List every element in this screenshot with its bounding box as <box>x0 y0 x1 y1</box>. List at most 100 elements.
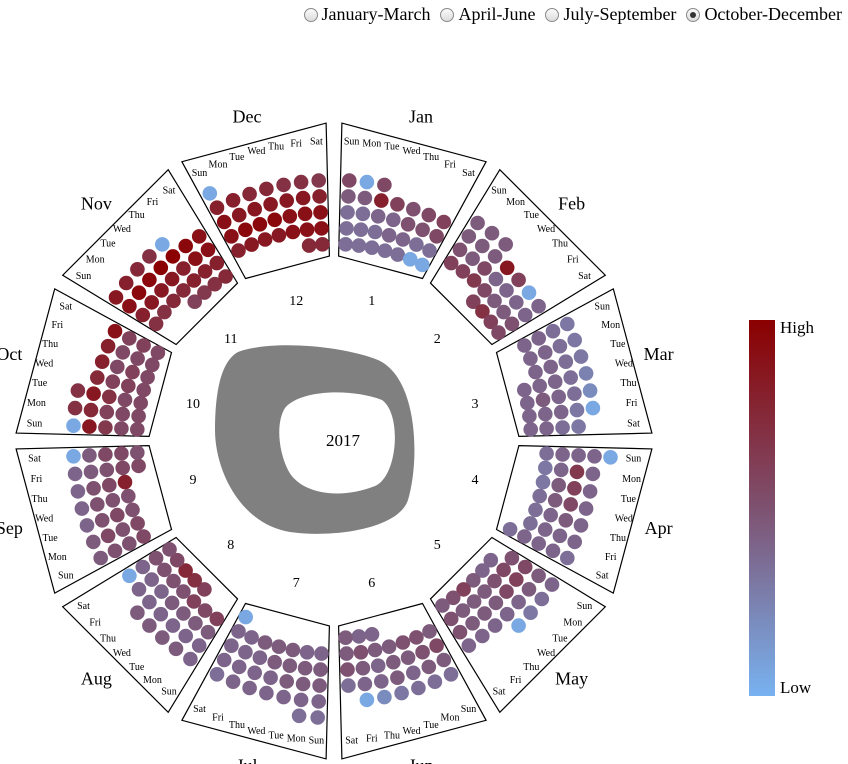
day-cell-feb-20[interactable] <box>475 238 490 254</box>
day-cell-mar-1[interactable] <box>517 382 532 398</box>
option-apr-jun[interactable]: April-June <box>440 4 535 25</box>
day-cell-oct-26[interactable] <box>94 354 110 370</box>
day-cell-aug-26[interactable] <box>122 568 137 584</box>
day-cell-apr-19[interactable] <box>563 497 578 512</box>
day-cell-sep-23[interactable] <box>82 448 97 463</box>
day-cell-aug-16[interactable] <box>164 595 180 611</box>
day-cell-jun-16[interactable] <box>355 660 371 676</box>
day-cell-may-31[interactable] <box>511 618 526 633</box>
day-cell-dec-1[interactable] <box>301 238 317 253</box>
day-cell-nov-20[interactable] <box>131 285 147 301</box>
day-cell-dec-20[interactable] <box>263 197 278 212</box>
day-cell-dec-21[interactable] <box>279 193 295 208</box>
day-cell-jul-15[interactable] <box>224 638 239 653</box>
day-cell-jul-26[interactable] <box>259 685 274 701</box>
day-cell-oct-1[interactable] <box>130 422 145 437</box>
day-cell-oct-6[interactable] <box>145 357 160 373</box>
day-cell-may-16[interactable] <box>499 584 514 599</box>
day-cell-may-11[interactable] <box>466 594 482 609</box>
day-cell-dec-25[interactable] <box>225 193 241 208</box>
day-cell-apr-12[interactable] <box>547 493 563 508</box>
day-cell-oct-16[interactable] <box>99 404 115 420</box>
day-cell-nov-12[interactable] <box>135 307 151 323</box>
day-cell-jul-27[interactable] <box>242 680 257 696</box>
day-cell-jul-4[interactable] <box>285 642 301 658</box>
day-cell-dec-2[interactable] <box>315 237 330 252</box>
day-cell-may-21[interactable] <box>531 568 546 584</box>
day-cell-nov-3[interactable] <box>207 276 223 292</box>
day-cell-nov-24[interactable] <box>178 238 193 254</box>
day-cell-may-5[interactable] <box>445 590 461 606</box>
day-cell-sep-19[interactable] <box>94 513 110 528</box>
day-cell-sep-12[interactable] <box>110 507 125 523</box>
day-cell-dec-31[interactable] <box>202 186 218 201</box>
day-cell-dec-26[interactable] <box>242 186 257 202</box>
day-cell-jun-7[interactable] <box>381 639 397 654</box>
day-cell-jul-24[interactable] <box>293 692 309 708</box>
day-cell-sep-20[interactable] <box>90 497 105 512</box>
day-cell-aug-9[interactable] <box>176 584 191 599</box>
day-cell-jan-9[interactable] <box>353 222 369 237</box>
day-cell-apr-11[interactable] <box>551 477 566 493</box>
day-cell-may-25[interactable] <box>487 618 503 633</box>
day-cell-may-23[interactable] <box>511 594 526 610</box>
option-jul-sep[interactable]: July-September <box>545 4 676 25</box>
day-cell-nov-7[interactable] <box>166 293 181 309</box>
day-cell-jun-20[interactable] <box>406 665 421 681</box>
day-cell-dec-29[interactable] <box>293 174 309 190</box>
day-cell-feb-26[interactable] <box>470 215 485 231</box>
day-cell-feb-9[interactable] <box>487 293 502 309</box>
day-cell-may-30[interactable] <box>523 605 538 620</box>
day-cell-jan-29[interactable] <box>342 173 357 188</box>
day-cell-jun-14[interactable] <box>386 654 401 670</box>
day-cell-mar-8[interactable] <box>532 378 547 394</box>
day-cell-nov-23[interactable] <box>165 249 181 264</box>
day-cell-apr-7[interactable] <box>523 516 538 531</box>
day-cell-mar-31[interactable] <box>585 400 601 416</box>
day-cell-aug-13[interactable] <box>200 624 216 640</box>
day-cell-mar-6[interactable] <box>523 351 538 366</box>
day-cell-nov-5[interactable] <box>148 316 164 332</box>
day-cell-mar-9[interactable] <box>535 392 551 408</box>
day-cell-apr-29[interactable] <box>560 550 575 566</box>
day-cell-oct-13[interactable] <box>130 351 145 366</box>
day-cell-nov-19[interactable] <box>122 298 137 314</box>
day-cell-feb-19[interactable] <box>461 229 477 244</box>
day-cell-jan-12[interactable] <box>395 232 411 247</box>
day-cell-mar-15[interactable] <box>547 374 563 390</box>
day-cell-jul-31[interactable] <box>291 708 307 724</box>
day-cell-aug-11[interactable] <box>157 562 172 578</box>
day-cell-feb-2[interactable] <box>475 304 490 319</box>
day-cell-nov-9[interactable] <box>186 273 202 288</box>
day-cell-nov-21[interactable] <box>142 272 157 288</box>
day-cell-mar-4[interactable] <box>523 422 538 437</box>
day-cell-aug-5[interactable] <box>162 542 177 557</box>
day-cell-jan-21[interactable] <box>429 229 444 244</box>
day-cell-apr-17[interactable] <box>569 464 585 480</box>
day-cell-may-10[interactable] <box>477 584 492 599</box>
day-cell-may-15[interactable] <box>509 572 524 587</box>
day-cell-aug-15[interactable] <box>176 606 191 621</box>
day-cell-aug-21[interactable] <box>178 628 193 644</box>
day-cell-mar-28[interactable] <box>573 349 589 364</box>
day-cell-may-6[interactable] <box>435 598 450 613</box>
day-cell-nov-4[interactable] <box>218 269 233 284</box>
day-cell-oct-14[interactable] <box>136 338 151 353</box>
day-cell-dec-15[interactable] <box>297 206 313 222</box>
day-cell-jun-3[interactable] <box>338 630 353 645</box>
day-cell-aug-23[interactable] <box>153 606 169 622</box>
day-cell-oct-22[interactable] <box>82 419 97 434</box>
day-cell-sep-13[interactable] <box>105 493 121 508</box>
day-cell-mar-14[interactable] <box>543 359 558 375</box>
day-cell-apr-21[interactable] <box>552 528 568 544</box>
day-cell-oct-4[interactable] <box>136 382 151 398</box>
day-cell-may-7[interactable] <box>504 550 520 566</box>
day-cell-may-8[interactable] <box>496 562 511 578</box>
day-cell-may-1[interactable] <box>483 552 499 568</box>
day-cell-jul-25[interactable] <box>276 689 291 705</box>
day-cell-jan-17[interactable] <box>370 209 386 224</box>
day-cell-mar-22[interactable] <box>563 370 578 385</box>
day-cell-jan-1[interactable] <box>338 237 353 252</box>
day-cell-oct-7[interactable] <box>150 345 166 361</box>
day-cell-nov-17[interactable] <box>188 251 203 266</box>
